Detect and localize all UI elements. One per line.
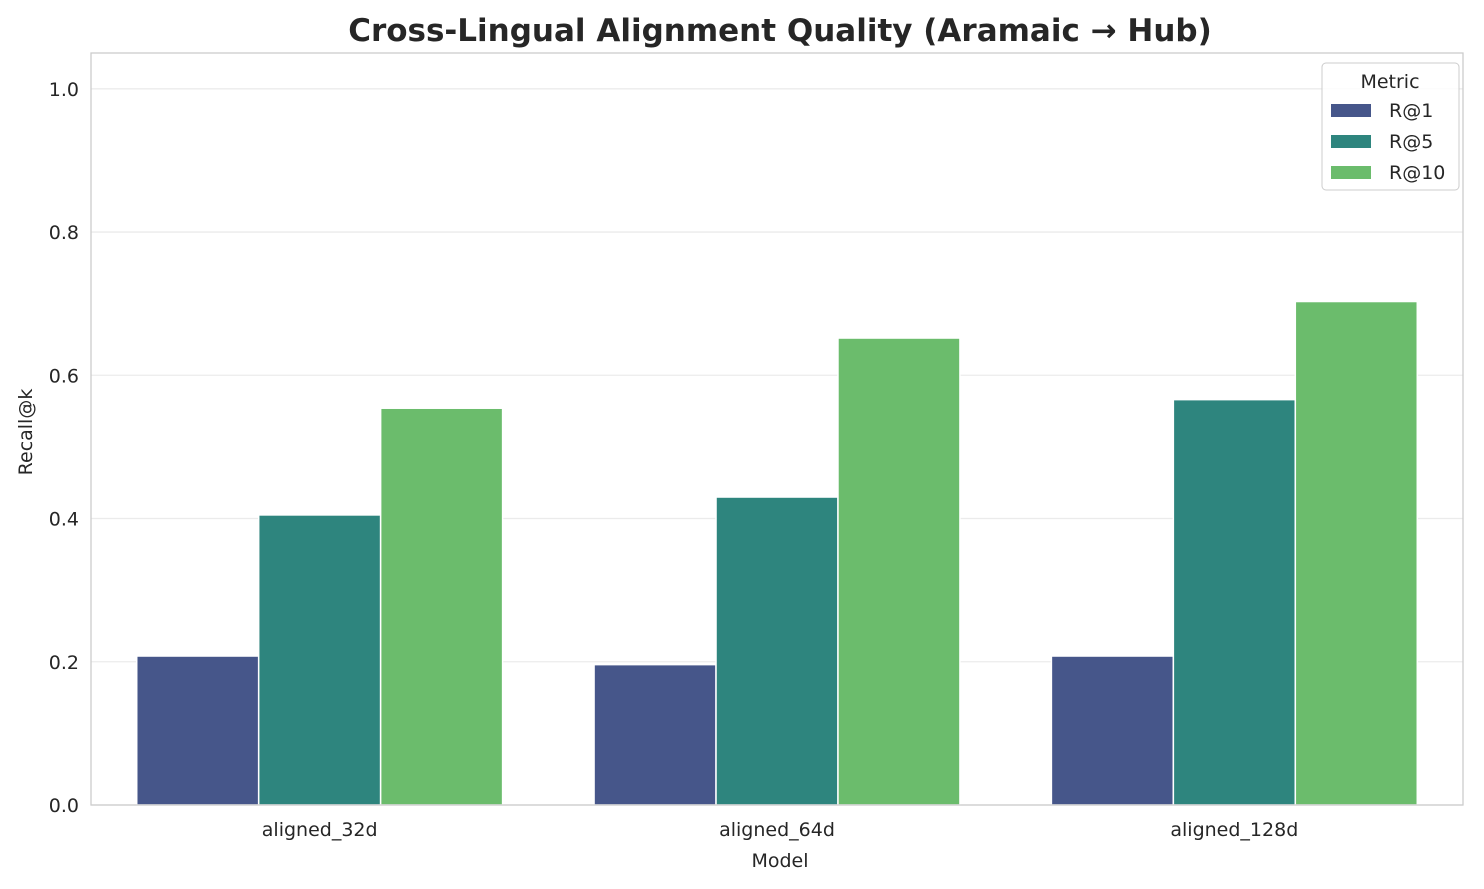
plot-frame <box>90 52 1464 806</box>
bar-R@5-aligned_128d <box>1172 398 1297 806</box>
x-tick-label: aligned_32d <box>262 819 378 841</box>
legend-swatch <box>1331 166 1371 179</box>
legend: Metric R@1 R@5 R@10 <box>1321 62 1460 191</box>
bar-R@1-aligned_64d <box>593 663 717 806</box>
y-axis-label: Recall@k <box>15 389 37 476</box>
legend-label: R@5 <box>1389 131 1433 153</box>
bar-R@10-aligned_32d <box>379 407 504 806</box>
y-tick-label: 1.0 <box>49 79 79 101</box>
bar-R@1-aligned_32d <box>135 655 260 806</box>
y-tick-label: 0.0 <box>49 795 79 817</box>
legend-label: R@1 <box>1389 100 1433 122</box>
legend-label: R@10 <box>1389 162 1445 184</box>
y-tick-label: 0.2 <box>49 652 79 674</box>
y-tick-label: 0.8 <box>49 222 79 244</box>
bar-R@5-aligned_32d <box>257 514 382 806</box>
legend-title: Metric <box>1360 71 1419 93</box>
legend-swatch <box>1331 104 1371 117</box>
bar-R@5-aligned_64d <box>715 496 839 806</box>
bar-R@1-aligned_128d <box>1050 655 1175 806</box>
chart-title: Cross-Lingual Alignment Quality (Aramaic… <box>348 13 1212 49</box>
y-tick-label: 0.4 <box>49 509 79 531</box>
bar-R@10-aligned_128d <box>1294 300 1419 806</box>
x-tick-label: aligned_64d <box>719 819 835 841</box>
y-tick-label: 0.6 <box>49 365 79 387</box>
legend-swatch <box>1331 135 1371 148</box>
x-axis-label: Model <box>751 850 808 872</box>
x-tick-label: aligned_128d <box>1170 819 1298 841</box>
bar-R@10-aligned_64d <box>837 337 961 806</box>
